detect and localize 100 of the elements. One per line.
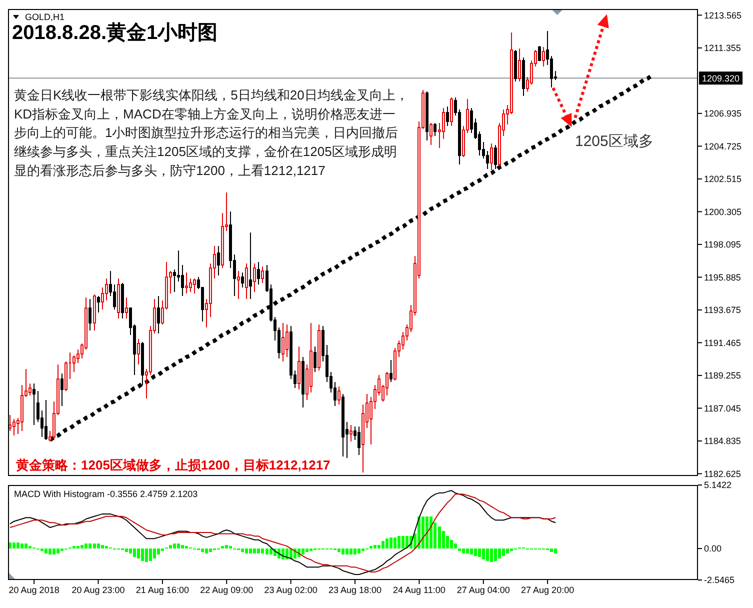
candlestick bbox=[446, 106, 449, 126]
candlestick bbox=[490, 143, 493, 171]
bar bbox=[72, 546, 76, 549]
bar bbox=[168, 544, 172, 549]
bar bbox=[241, 548, 244, 552]
bar bbox=[176, 544, 180, 549]
y-tick-label: 1206.935 bbox=[704, 108, 742, 119]
candlestick bbox=[434, 122, 437, 137]
candlestick bbox=[317, 324, 320, 371]
candlestick bbox=[156, 296, 160, 334]
bar bbox=[132, 548, 136, 558]
bar bbox=[229, 546, 232, 549]
bar bbox=[257, 548, 260, 554]
bar bbox=[245, 548, 248, 554]
bar bbox=[148, 548, 152, 561]
bar bbox=[358, 548, 361, 554]
y-tick-label: 1193.675 bbox=[704, 305, 741, 316]
bar bbox=[490, 548, 493, 562]
bar bbox=[181, 544, 184, 549]
y-tick-label: 0.00 bbox=[704, 544, 722, 554]
bar bbox=[386, 538, 389, 549]
bar bbox=[48, 548, 52, 555]
bar bbox=[494, 548, 497, 561]
y-tick-label: 1187.045 bbox=[704, 403, 741, 414]
bar bbox=[370, 546, 373, 549]
bar bbox=[374, 544, 377, 549]
annotation: 黄金策略：1205区域做多，止损1200，目标1212,1217 bbox=[15, 457, 330, 472]
bar bbox=[550, 548, 554, 552]
candlestick bbox=[60, 372, 64, 406]
x-tick-label: 23 Aug 02:00 bbox=[264, 585, 318, 595]
candlestick bbox=[341, 394, 344, 457]
bar bbox=[422, 516, 425, 549]
chart-subtitle: GOLD,H1 bbox=[25, 12, 65, 22]
candlestick bbox=[450, 97, 453, 126]
bar bbox=[221, 546, 224, 549]
bar bbox=[510, 548, 513, 552]
bar bbox=[52, 548, 56, 555]
candlestick bbox=[116, 278, 120, 319]
candlestick bbox=[538, 45, 542, 62]
candlestick bbox=[241, 272, 244, 288]
bar bbox=[458, 548, 461, 552]
y-tick-label: 1204.725 bbox=[704, 141, 742, 152]
bar bbox=[140, 548, 144, 561]
bar bbox=[506, 548, 509, 554]
bar bbox=[305, 548, 308, 552]
annotation: 黄金日K线收一根带下影线实体阳线，5日均线和20日均线金叉向上，KD指标金叉向上，MACD在零轴上方金叉向上，说明价格恶友进一步向上的可能。1小时图旗型拉升形态运行的相当完美，日内回撤后继续参与多头，重点关注1205区域的支撑，金价在1205区域形成明显的看涨形态后参与多头，防守1200，上看1212,1217 bbox=[14, 87, 408, 178]
bar bbox=[124, 548, 128, 552]
y-tick-label: 1213.565 bbox=[704, 10, 742, 20]
x-tick-label: 24 Aug 11:00 bbox=[392, 585, 446, 595]
bar bbox=[426, 516, 429, 549]
bar bbox=[253, 548, 256, 554]
candlestick bbox=[32, 383, 36, 426]
bar bbox=[185, 546, 188, 549]
x-tick-label: 23 Aug 18:00 bbox=[328, 585, 382, 595]
y-tick-label: 1184.835 bbox=[704, 436, 741, 446]
bar bbox=[378, 544, 381, 549]
bar bbox=[80, 544, 84, 549]
bar bbox=[454, 544, 457, 549]
bar bbox=[486, 548, 489, 561]
candlestick bbox=[257, 262, 260, 285]
bar bbox=[341, 548, 344, 555]
y-tick-label: 1198.095 bbox=[704, 240, 741, 250]
bar bbox=[430, 516, 433, 549]
candlestick bbox=[349, 424, 352, 442]
candlestick bbox=[337, 386, 340, 405]
y-tick-label: 1200.305 bbox=[704, 206, 742, 217]
bar bbox=[470, 548, 473, 555]
bar bbox=[337, 548, 340, 552]
ref-line-label: 1209.320 bbox=[702, 73, 740, 84]
y-tick-label: 5.1422 bbox=[704, 480, 732, 490]
bar bbox=[136, 548, 140, 558]
x-tick-label: 20 Aug 23:00 bbox=[72, 585, 125, 595]
candlestick bbox=[136, 338, 140, 365]
candlestick bbox=[430, 122, 433, 146]
candlestick bbox=[249, 232, 252, 300]
candlestick bbox=[542, 46, 546, 68]
bar bbox=[225, 544, 228, 549]
bar bbox=[84, 544, 88, 549]
bar bbox=[390, 537, 393, 549]
bar bbox=[498, 548, 501, 558]
candlestick bbox=[297, 346, 300, 390]
bar bbox=[44, 548, 48, 554]
bar bbox=[152, 548, 156, 558]
bar bbox=[265, 548, 268, 555]
candlestick bbox=[8, 414, 12, 432]
bar bbox=[438, 526, 441, 549]
bar bbox=[100, 544, 104, 549]
bar bbox=[249, 548, 252, 554]
bar bbox=[269, 548, 272, 555]
bar bbox=[209, 548, 212, 552]
bar bbox=[28, 546, 32, 549]
annotation: 1205区域多 bbox=[575, 133, 654, 150]
candlestick bbox=[494, 144, 497, 170]
bar bbox=[402, 536, 405, 549]
candlestick bbox=[88, 298, 92, 331]
bar bbox=[398, 536, 401, 549]
candlestick bbox=[120, 282, 124, 319]
candlestick bbox=[426, 91, 429, 142]
bar bbox=[345, 548, 348, 555]
bar bbox=[362, 548, 365, 552]
